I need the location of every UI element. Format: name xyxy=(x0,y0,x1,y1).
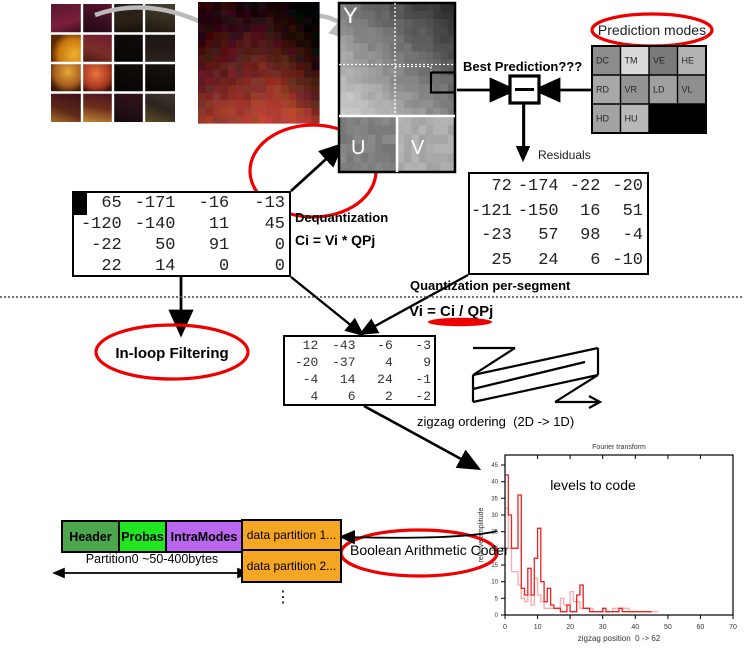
svg-text:20: 20 xyxy=(566,624,574,631)
svg-text:60: 60 xyxy=(697,624,705,631)
svg-text:35: 35 xyxy=(491,496,498,502)
svg-text:20: 20 xyxy=(491,546,498,552)
svg-text:45: 45 xyxy=(491,463,498,469)
svg-text:zigzag position 0 -> 62: zigzag position 0 -> 62 xyxy=(578,634,661,643)
svg-text:relative amplitude: relative amplitude xyxy=(478,507,485,562)
svg-text:40: 40 xyxy=(491,480,498,486)
svg-text:30: 30 xyxy=(599,624,607,631)
svg-text:70: 70 xyxy=(729,624,737,631)
svg-text:0: 0 xyxy=(503,624,507,631)
svg-text:40: 40 xyxy=(631,624,639,631)
svg-text:Fourier transform: Fourier transform xyxy=(592,444,646,451)
svg-text:15: 15 xyxy=(491,563,498,569)
svg-text:10: 10 xyxy=(491,580,498,586)
svg-text:25: 25 xyxy=(491,530,498,536)
svg-text:30: 30 xyxy=(491,513,498,519)
svg-text:50: 50 xyxy=(664,624,672,631)
svg-text:0: 0 xyxy=(495,613,499,619)
svg-text:levels to code: levels to code xyxy=(550,477,636,493)
svg-text:5: 5 xyxy=(495,596,499,602)
svg-text:10: 10 xyxy=(534,624,542,631)
